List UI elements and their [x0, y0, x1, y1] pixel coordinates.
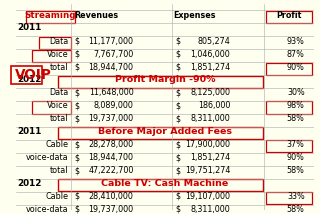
Text: 186,000: 186,000	[198, 101, 230, 110]
Text: Voice: Voice	[46, 101, 68, 110]
Text: 37%: 37%	[287, 140, 305, 149]
Text: $: $	[74, 101, 79, 110]
Bar	[11, 66, 42, 84]
Text: 1,046,000: 1,046,000	[190, 50, 230, 59]
Text: total: total	[50, 114, 68, 123]
Text: voice-data: voice-data	[26, 205, 68, 214]
Text: 90%: 90%	[287, 62, 305, 71]
Text: Profit: Profit	[276, 10, 302, 19]
Text: Data: Data	[49, 88, 68, 97]
Text: 33%: 33%	[287, 192, 305, 201]
Text: 2011: 2011	[18, 127, 42, 136]
Bar	[266, 101, 312, 114]
Text: total: total	[50, 62, 68, 71]
Bar	[58, 76, 263, 88]
Bar	[39, 37, 71, 49]
Text: $: $	[74, 37, 79, 46]
Text: 805,274: 805,274	[197, 37, 230, 46]
Bar	[266, 63, 312, 75]
Text: $: $	[74, 140, 79, 149]
Text: $: $	[175, 153, 180, 162]
Text: $: $	[74, 153, 79, 162]
Text: Cable TV: Cash Machine: Cable TV: Cash Machine	[101, 179, 228, 188]
Text: $: $	[175, 114, 180, 123]
Text: 47,222,700: 47,222,700	[88, 166, 133, 175]
Text: $: $	[175, 37, 180, 46]
Text: 58%: 58%	[287, 166, 305, 175]
Text: 58%: 58%	[287, 114, 305, 123]
Text: Cable: Cable	[45, 192, 68, 201]
Text: 11,648,000: 11,648,000	[89, 88, 133, 97]
Text: 1,851,274: 1,851,274	[190, 153, 230, 162]
Text: 19,737,000: 19,737,000	[88, 114, 133, 123]
Text: 87%: 87%	[287, 50, 305, 59]
Text: $: $	[74, 166, 79, 175]
Text: 28,278,000: 28,278,000	[88, 140, 133, 149]
Text: 8,089,000: 8,089,000	[94, 101, 133, 110]
Text: 19,107,000: 19,107,000	[185, 192, 230, 201]
Text: $: $	[175, 140, 180, 149]
Text: $: $	[175, 50, 180, 59]
Text: 2011: 2011	[18, 24, 42, 33]
Text: Revenues: Revenues	[74, 10, 118, 19]
Text: Expenses: Expenses	[173, 10, 216, 19]
Text: 58%: 58%	[287, 205, 305, 214]
Bar	[58, 179, 263, 191]
Text: 18,944,700: 18,944,700	[89, 62, 133, 71]
Text: Voice: Voice	[46, 50, 68, 59]
Text: $: $	[175, 101, 180, 110]
Bar	[32, 101, 71, 114]
Text: 8,125,000: 8,125,000	[190, 88, 230, 97]
Text: 93%: 93%	[287, 37, 305, 46]
Text: 11,177,000: 11,177,000	[89, 37, 133, 46]
Text: 90%: 90%	[287, 153, 305, 162]
Text: $: $	[74, 62, 79, 71]
Text: 19,737,000: 19,737,000	[88, 205, 133, 214]
Text: 8,311,000: 8,311,000	[190, 114, 230, 123]
Text: 2012: 2012	[18, 75, 42, 84]
Text: $: $	[74, 205, 79, 214]
Text: $: $	[175, 192, 180, 201]
Text: 98%: 98%	[287, 101, 305, 110]
Text: 7,767,700: 7,767,700	[93, 50, 133, 59]
Text: 8,311,000: 8,311,000	[190, 205, 230, 214]
Bar	[26, 11, 75, 23]
Text: $: $	[175, 166, 180, 175]
Text: 19,751,274: 19,751,274	[185, 166, 230, 175]
Bar	[58, 127, 263, 140]
Text: 1,851,274: 1,851,274	[190, 62, 230, 71]
Text: $: $	[175, 62, 180, 71]
Text: total: total	[50, 166, 68, 175]
Bar	[266, 11, 312, 23]
Text: $: $	[74, 114, 79, 123]
Text: Profit Margin -90%: Profit Margin -90%	[115, 75, 215, 84]
Text: 2012: 2012	[18, 179, 42, 188]
Text: VOIP: VOIP	[14, 68, 51, 82]
Text: Streaming: Streaming	[24, 10, 76, 19]
Text: $: $	[175, 88, 180, 97]
Text: 28,410,000: 28,410,000	[89, 192, 133, 201]
Text: $: $	[74, 50, 79, 59]
Text: $: $	[175, 205, 180, 214]
Text: $: $	[74, 192, 79, 201]
Text: 30%: 30%	[287, 88, 305, 97]
Text: 17,900,000: 17,900,000	[185, 140, 230, 149]
Text: $: $	[74, 88, 79, 97]
Bar	[266, 140, 312, 152]
Text: Data: Data	[49, 37, 68, 46]
Bar	[32, 50, 71, 62]
Text: Cable: Cable	[45, 140, 68, 149]
Bar	[266, 192, 312, 204]
Text: Before Major Added Fees: Before Major Added Fees	[98, 127, 232, 136]
Text: 18,944,700: 18,944,700	[89, 153, 133, 162]
Text: voice-data: voice-data	[26, 153, 68, 162]
